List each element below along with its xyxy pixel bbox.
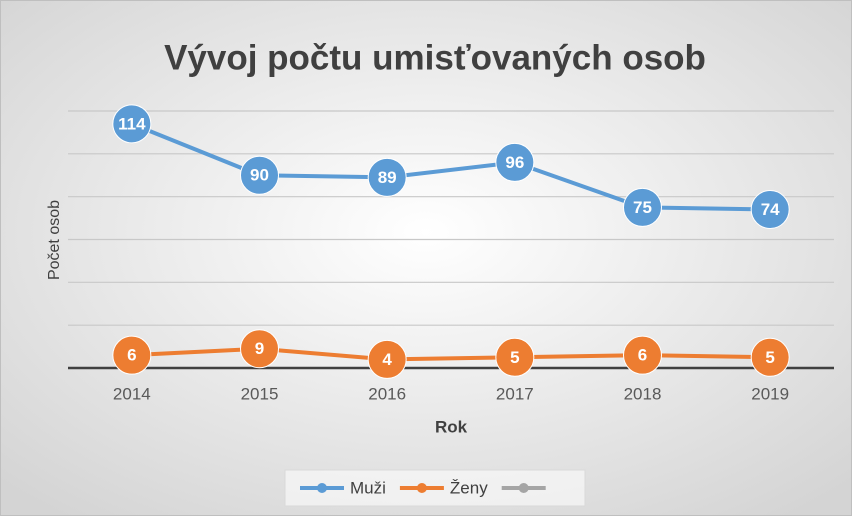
series-line: [131, 346, 771, 362]
data-point: [495, 337, 535, 377]
data-label: 6: [638, 346, 647, 365]
data-point: [750, 337, 790, 377]
data-label: 114: [118, 114, 146, 133]
chart-title: Vývoj počtu umisťovaných osob: [164, 38, 706, 77]
legend-label: Muži: [350, 478, 386, 497]
legend-label: Ženy: [450, 478, 488, 497]
x-tick-label: 2019: [751, 384, 789, 403]
x-tick-label: 2017: [496, 384, 534, 403]
data-label: 90: [250, 166, 269, 185]
data-label: 96: [505, 153, 524, 172]
legend-marker: [317, 483, 327, 493]
data-label: 5: [510, 348, 519, 367]
data-label: 75: [633, 198, 652, 217]
data-point: [367, 157, 407, 197]
data-label: 5: [765, 348, 774, 367]
series-line: [131, 121, 771, 212]
data-label: 4: [382, 350, 392, 369]
data-point: [750, 190, 790, 230]
data-point: [623, 187, 662, 227]
data-point: [240, 329, 279, 369]
data-point: [623, 335, 662, 375]
data-point: [240, 155, 279, 195]
data-point: [112, 104, 152, 144]
x-axis-label: Rok: [435, 417, 468, 436]
x-tick-label: 2018: [624, 384, 662, 403]
data-label: 89: [378, 168, 397, 187]
data-label: 9: [255, 339, 264, 358]
data-label: 6: [127, 346, 136, 365]
legend-marker: [518, 483, 529, 493]
x-tick-label: 2015: [241, 384, 279, 403]
y-axis-label: Počet osob: [46, 200, 63, 280]
x-tick-label: 2014: [113, 384, 151, 403]
data-point: [367, 339, 407, 379]
data-point: [112, 335, 152, 375]
data-label: 74: [761, 200, 780, 219]
data-point: [495, 142, 535, 182]
x-tick-label: 2016: [368, 384, 406, 403]
legend-marker: [416, 483, 427, 493]
